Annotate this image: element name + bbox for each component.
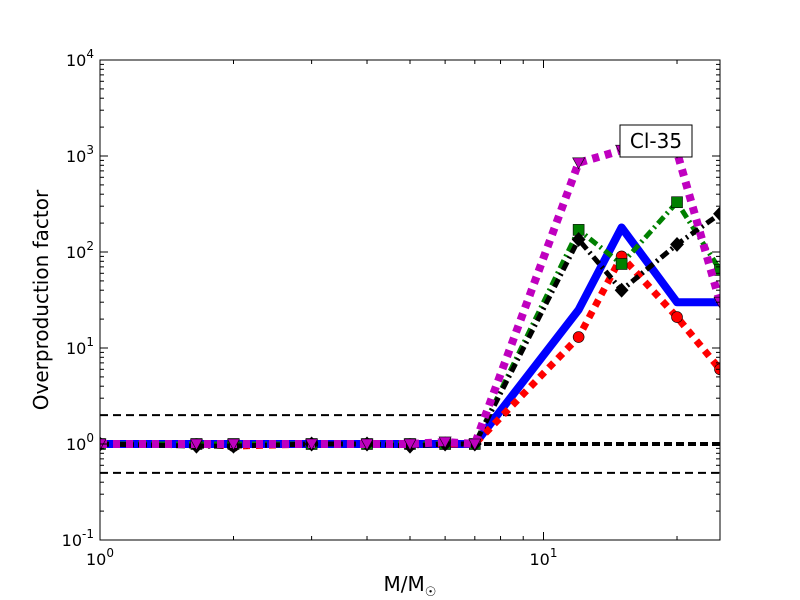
series-3-point-8: [571, 232, 586, 247]
series-4-point-6: [438, 436, 452, 449]
annotation-label: Cl-35: [630, 129, 682, 153]
series-4-point-7: [468, 438, 482, 451]
series-line-3: [100, 211, 720, 449]
x-axis-label-sub: ☉: [425, 585, 437, 600]
series-layer: [100, 144, 720, 454]
y-tick-label-5: 104: [66, 47, 94, 70]
series-4-point-1: [189, 438, 203, 451]
series-1-point-10: [671, 311, 683, 323]
y-tick-label-0: 10-1: [62, 527, 94, 550]
x-tick-label-1: 101: [530, 546, 558, 569]
series-4: [100, 144, 720, 451]
series-3-point-10: [670, 236, 684, 252]
series-4-point-4: [360, 438, 374, 451]
x-axis-label: M/M☉: [384, 572, 437, 600]
y-tick-label-1: 100: [66, 431, 94, 454]
x-axis-label-main: M/M: [384, 572, 425, 596]
y-tick-label-4: 103: [66, 143, 94, 166]
series-3-point-11: [713, 206, 720, 222]
series-1: [100, 250, 720, 452]
y-tick-label-2: 101: [66, 335, 94, 358]
series-4-point-3: [305, 438, 319, 451]
series-line-4: [100, 146, 720, 448]
annotation-box: Cl-35: [619, 124, 693, 158]
series-3-point-9: [614, 282, 629, 298]
series-4-point-2: [227, 438, 241, 451]
x-tick-label-0: 100: [86, 546, 114, 569]
series-2-point-9: [615, 258, 628, 270]
y-tick-label-3: 102: [66, 239, 94, 262]
series-2-point-10: [671, 196, 683, 209]
y-axis-label: Overproduction factor: [29, 189, 53, 410]
series-4-point-5: [403, 438, 417, 451]
series-4-point-8: [572, 157, 586, 170]
series-1-point-8: [572, 331, 585, 343]
